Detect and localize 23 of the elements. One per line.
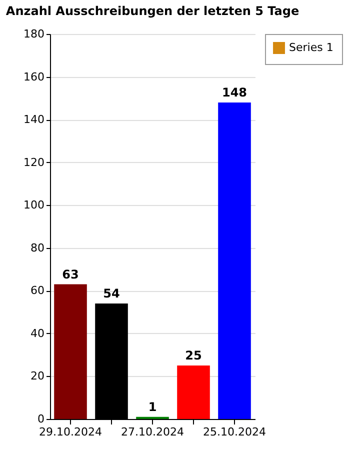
y-tick-label: 180 xyxy=(24,28,44,40)
y-tick-label: 20 xyxy=(30,370,44,383)
y-tick-label: 100 xyxy=(24,198,44,212)
y-tick-label: 140 xyxy=(24,113,44,126)
y-tick-label: 40 xyxy=(30,326,44,340)
y-tick-label: 0 xyxy=(38,412,44,426)
text: Series 1 xyxy=(289,41,334,54)
data-label: 148 xyxy=(222,85,248,100)
bar xyxy=(54,284,87,419)
data-label: 63 xyxy=(62,267,79,282)
x-tick-label: 29.10.2024 xyxy=(39,426,102,438)
x-tick-label: 25.10.2024 xyxy=(203,426,266,438)
y-tick-label: 60 xyxy=(30,284,44,298)
bar xyxy=(177,366,210,419)
bar xyxy=(218,102,251,419)
y-tick-label: 80 xyxy=(30,241,44,254)
y-tick-label: 160 xyxy=(24,70,44,84)
chart-title: Anzahl Ausschreibungen der letzten 5 Tage xyxy=(6,4,300,18)
data-label: 54 xyxy=(103,286,120,300)
data-label: 1 xyxy=(148,400,157,414)
data-label: 25 xyxy=(185,348,202,363)
x-tick-label: 27.10.2024 xyxy=(121,426,184,438)
y-tick-label: 120 xyxy=(24,156,44,169)
